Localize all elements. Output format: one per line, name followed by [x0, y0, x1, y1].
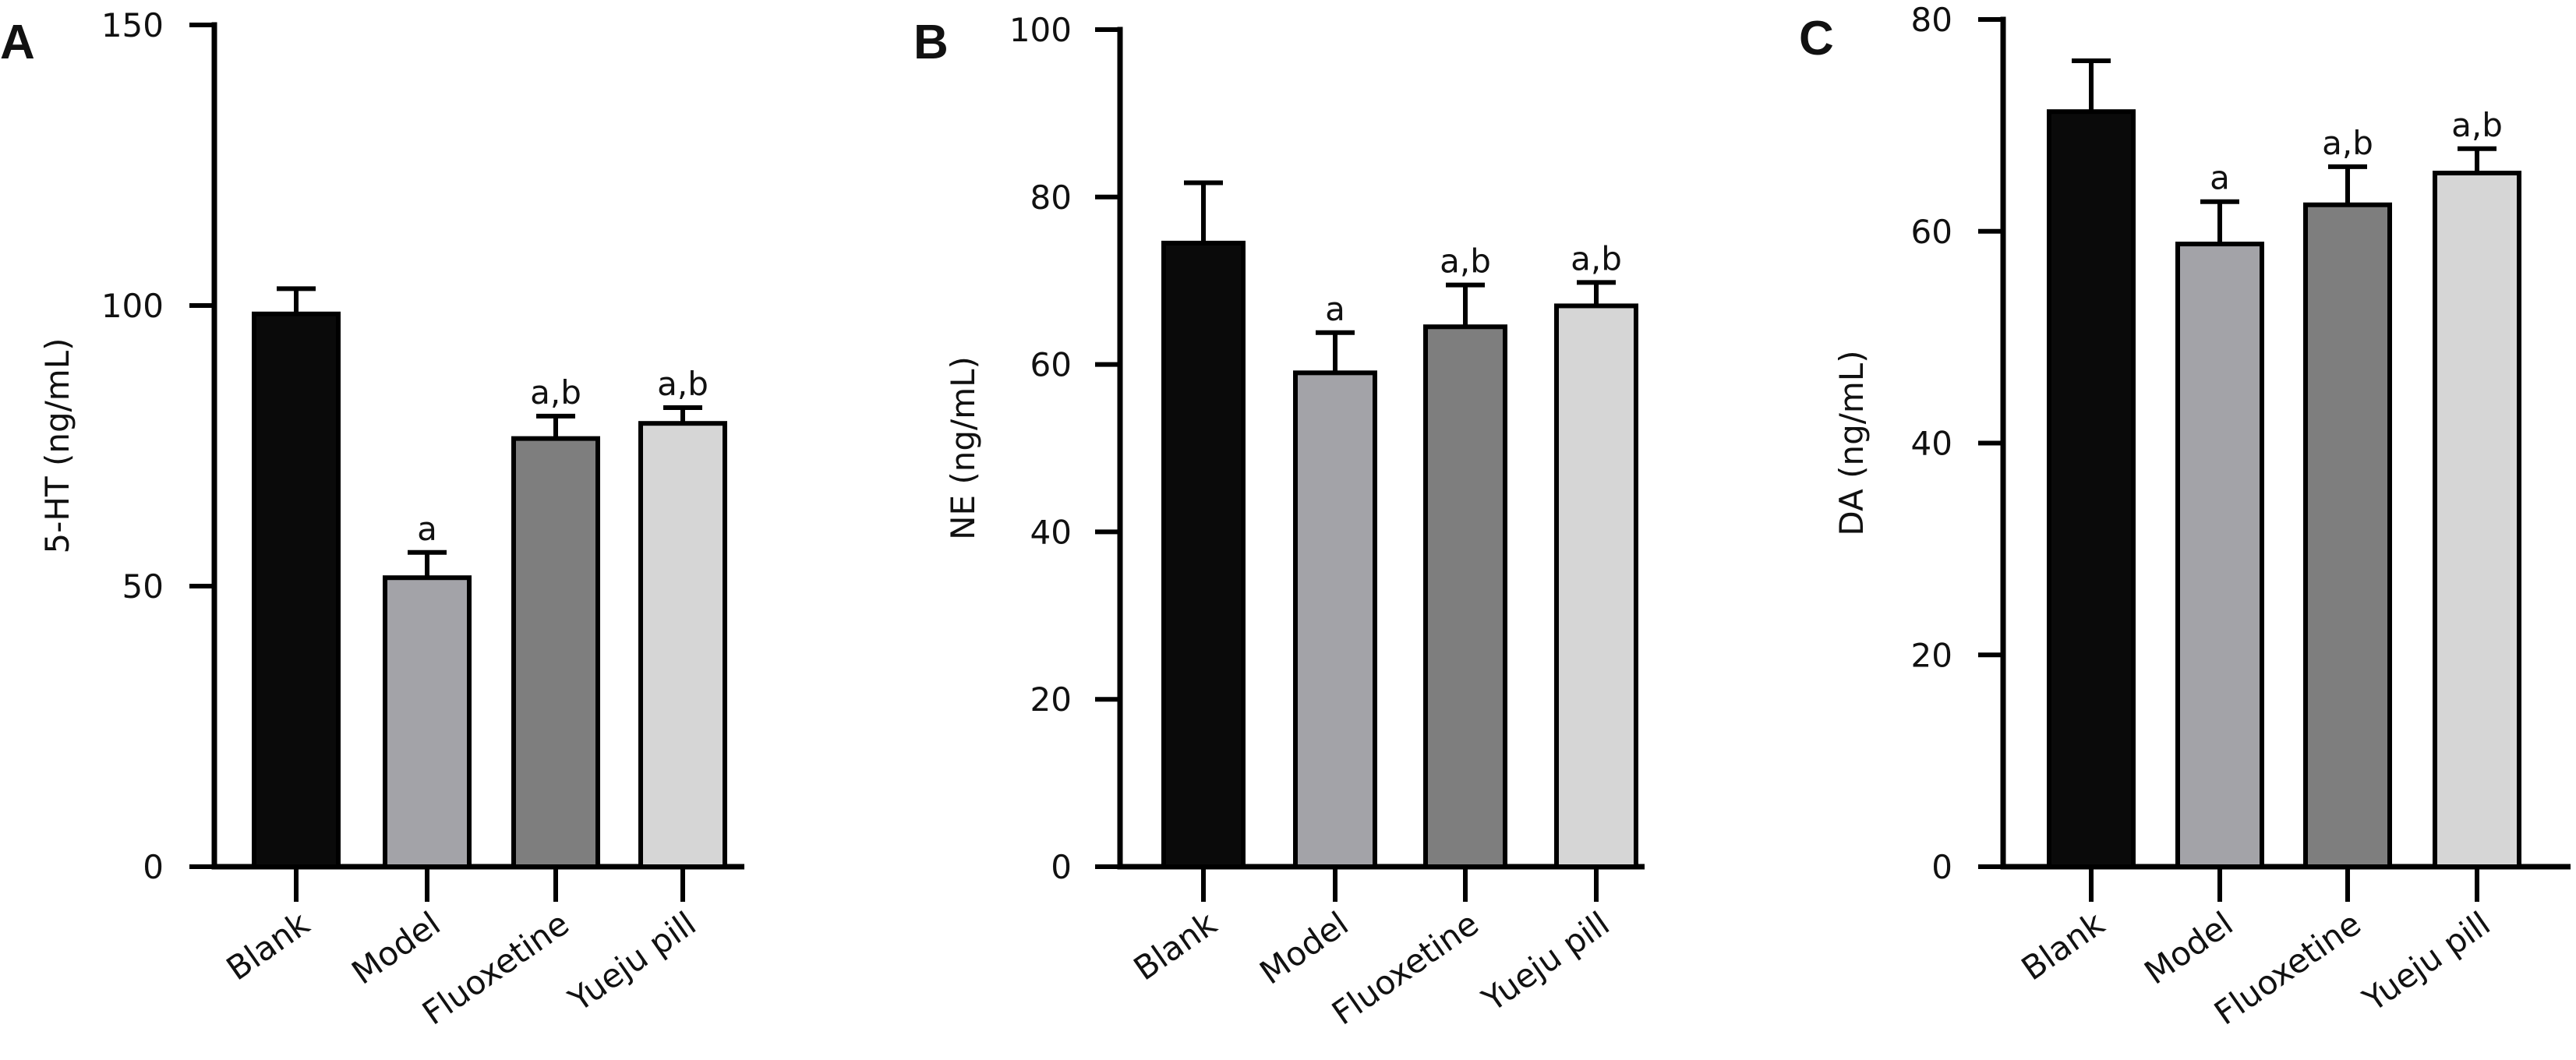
bar [1161, 240, 1246, 869]
x-tick-label: Yueju pill [561, 904, 703, 1019]
y-axis-label: 5-HT (ng/mL) [38, 338, 76, 554]
y-tick-label: 40 [1030, 513, 1072, 551]
x-tick-label: Blank [220, 904, 317, 988]
y-tick-label: 60 [1030, 346, 1072, 384]
x-tick-label: Blank [1127, 904, 1224, 988]
x-tick-label: Blank [2015, 904, 2112, 988]
y-tick-label: 80 [1911, 1, 1952, 39]
significance-label: a,b [530, 373, 581, 412]
bar [2175, 242, 2264, 869]
x-tick-label: Model [1253, 904, 1355, 991]
y-tick-label: 80 [1030, 178, 1072, 217]
y-tick-label: 50 [122, 567, 164, 606]
bar [1423, 324, 1507, 869]
significance-label: a [1325, 290, 1345, 328]
y-tick-label: 20 [1030, 680, 1072, 719]
bar [383, 575, 472, 869]
y-tick-label: 40 [1911, 425, 1952, 463]
bar [511, 436, 600, 869]
bar [1293, 370, 1377, 869]
panel-label: C [1799, 12, 1834, 65]
y-axis-label: DA (ng/mL) [1832, 350, 1871, 535]
y-tick-label: 0 [1931, 848, 1952, 886]
significance-label: a,b [1440, 242, 1491, 281]
y-tick-label: 60 [1911, 213, 1952, 251]
y-tick-label: 150 [101, 6, 164, 44]
x-tick-label: Fluoxetine [415, 904, 576, 1033]
chart-panel-b: B 0 20 40 60 80 100 NE (ng/mL) Blank a Model a,b Flu… [913, 11, 1645, 1033]
significance-label: a,b [657, 365, 708, 403]
y-tick-label: 100 [101, 287, 164, 325]
panel-label: A [0, 16, 35, 69]
x-tick-label: Yueju pill [1475, 904, 1617, 1019]
significance-label: a [2210, 159, 2230, 197]
bar [2303, 202, 2392, 869]
significance-label: a,b [2322, 124, 2373, 162]
y-axis-label: NE (ng/mL) [944, 356, 982, 540]
significance-label: a [417, 510, 437, 548]
y-tick-label: 100 [1009, 11, 1072, 49]
bar [1554, 303, 1638, 870]
significance-label: a,b [2451, 106, 2503, 144]
chart-panel-a: A 0 50 100 150 5-HT (ng/mL) Blank a Model a,b Fluo… [0, 6, 744, 1033]
bar [252, 311, 341, 869]
y-tick-label: 0 [1051, 848, 1072, 886]
panel-label: B [913, 16, 949, 69]
x-tick-label: Model [345, 904, 447, 991]
bar [2433, 171, 2521, 870]
y-tick-label: 20 [1911, 636, 1952, 674]
y-tick-label: 0 [143, 848, 164, 886]
significance-label: a,b [1571, 239, 1622, 277]
bar [2047, 109, 2136, 869]
x-tick-label: Model [2137, 904, 2239, 991]
x-tick-label: Fluoxetine [1325, 904, 1486, 1033]
bar [638, 421, 727, 869]
x-tick-label: Yueju pill [2355, 904, 2497, 1019]
